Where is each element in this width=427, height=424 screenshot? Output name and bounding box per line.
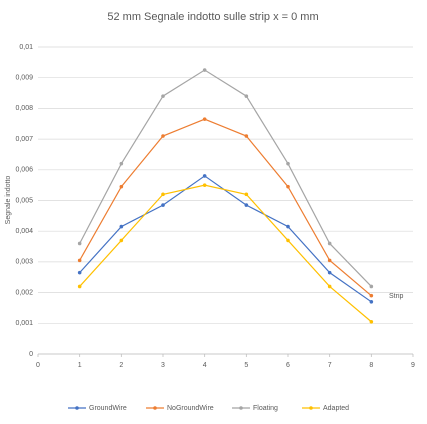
data-point [161,134,165,138]
data-point [119,238,124,243]
data-point [286,238,290,243]
data-point [327,270,332,275]
legend-label: NoGroundWire [167,405,214,412]
series-line [79,69,372,287]
y-tick-label: 0,005 [15,197,33,204]
data-point [327,258,332,263]
legend-marker [309,406,313,410]
legend-label: GroundWire [89,405,127,412]
legend-label: Floating [253,405,278,412]
data-point [119,224,124,229]
data-point [327,241,332,246]
series-line [79,175,372,303]
y-axis-label: Segnale indotto [5,176,12,225]
data-point [327,284,332,289]
data-point [161,94,165,98]
legend-label: Adapted [323,405,349,412]
data-point [369,319,374,324]
data-point [369,293,374,298]
x-tick-label: 7 [328,362,332,369]
x-tick-label: 9 [411,362,415,369]
y-tick-label: 0,002 [15,289,33,296]
x-tick-label: 8 [369,362,373,369]
x-tick-label: 6 [286,362,290,369]
series-line [79,184,372,323]
data-point [244,203,249,207]
data-point [369,300,374,304]
y-tick-label: 0,007 [15,136,33,143]
data-point [244,94,249,98]
data-point [77,241,82,246]
y-tick-label: 0,009 [15,75,33,82]
y-tick-label: 0,01 [19,44,33,51]
data-point [202,68,207,72]
data-point [161,203,165,207]
y-tick-label: 0,004 [15,228,33,235]
data-point [286,224,290,229]
data-point [286,161,290,166]
data-point [119,184,124,189]
data-point [77,258,82,263]
chart-title: 52 mm Segnale indotto sulle strip x = 0 … [107,11,318,23]
y-tick-label: 0,001 [15,320,33,327]
data-point [202,117,207,121]
y-tick-label: 0,006 [15,167,33,174]
data-point [202,174,207,178]
x-axis-label: Strip [389,293,404,300]
x-tick-label: 5 [244,362,248,369]
data-point [369,284,374,289]
x-tick-label: 3 [161,362,165,369]
legend-marker [75,406,79,410]
x-tick-label: 4 [203,362,207,369]
y-tick-label: 0,008 [15,105,33,112]
data-point [77,270,82,275]
data-point [119,161,124,166]
data-point [161,192,165,197]
legend-marker [239,406,243,410]
series-line [79,118,372,297]
x-tick-label: 2 [119,362,123,369]
data-point [244,134,249,138]
data-point [77,284,82,289]
data-point [244,192,249,197]
legend-marker [153,406,157,410]
x-tick-label: 1 [78,362,82,369]
x-tick-label: 0 [36,362,40,369]
y-tick-label: 0,003 [15,259,33,266]
data-point [286,184,290,189]
y-tick-label: 0 [29,351,33,358]
data-point [202,183,207,187]
